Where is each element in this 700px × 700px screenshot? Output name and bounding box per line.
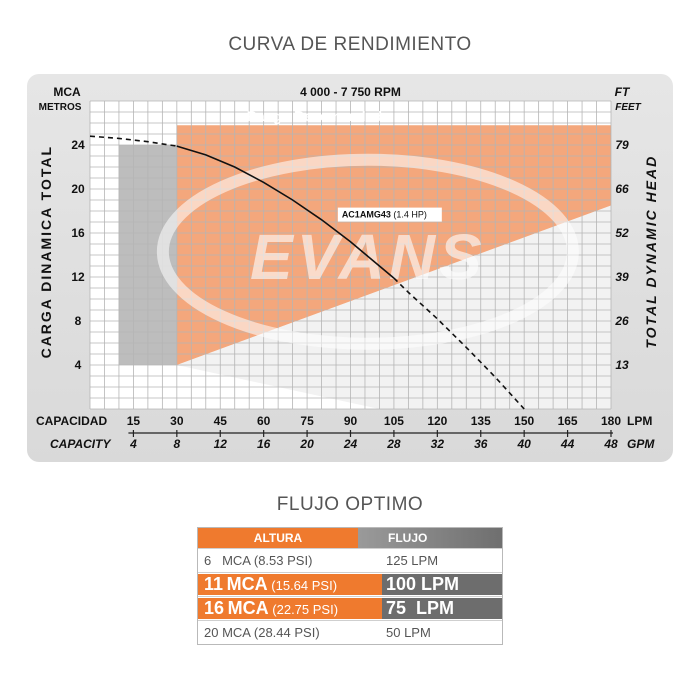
x-unit-lpm: LPM <box>627 414 652 428</box>
y-axis-title-right: TOTAL DYNAMIC HEAD <box>643 155 659 349</box>
curve-dashed-right <box>393 277 525 410</box>
x-tick-lpm: 15 <box>127 414 141 428</box>
y-tick-left: 12 <box>71 270 85 284</box>
watermark-logo: EVANS <box>250 221 486 293</box>
table-row: 20 MCA (28.44 PSI) 50 LPM <box>198 620 502 644</box>
x-tick-gpm: 20 <box>299 437 314 451</box>
x-tick-gpm: 32 <box>431 437 445 451</box>
x-tick-gpm: 8 <box>173 437 180 451</box>
row-altura: 16 MCA (22.75 PSI) <box>198 598 382 619</box>
y-tick-right: 26 <box>614 314 629 328</box>
y-tick-right: 66 <box>615 182 629 196</box>
x-tick-lpm: 105 <box>384 414 404 428</box>
x-tick-gpm: 36 <box>474 437 488 451</box>
x-axis-title-lpm: CAPACIDAD <box>36 414 107 428</box>
row-flujo: 100 LPM <box>382 574 502 595</box>
y-tick-left: 8 <box>75 314 82 328</box>
table-row: 6 MCA (8.53 PSI) 125 LPM <box>198 548 502 572</box>
x-tick-gpm: 28 <box>386 437 401 451</box>
x-tick-gpm: 44 <box>560 437 575 451</box>
x-tick-gpm: 16 <box>257 437 271 451</box>
table-header: ALTURA FLUJO <box>198 528 502 548</box>
y-tick-left: 24 <box>71 138 85 152</box>
x-tick-lpm: 165 <box>558 414 578 428</box>
x-axis-title-gpm: CAPACITY <box>50 437 111 451</box>
y-axis-title-left: CARGA DINAMICA TOTAL <box>38 145 54 358</box>
header-flujo: FLUJO <box>358 528 502 548</box>
y-tick-left: 16 <box>71 226 85 240</box>
x-tick-lpm: 75 <box>300 414 314 428</box>
watermark-ellipse <box>156 153 579 350</box>
right-unit-sub-label: FEET <box>615 102 641 113</box>
x-tick-lpm: 90 <box>344 414 358 428</box>
row-altura: 11 MCA (15.64 PSI) <box>198 574 382 595</box>
y-tick-right: 52 <box>615 226 629 240</box>
x-tick-gpm: 12 <box>214 437 228 451</box>
x-tick-lpm: 45 <box>214 414 228 428</box>
y-tick-left: 20 <box>71 182 85 196</box>
y-tick-left: 4 <box>75 358 82 372</box>
series-label: AC1AMG43 (1.4 HP) <box>342 210 427 220</box>
x-tick-lpm: 30 <box>170 414 184 428</box>
performance-chart: EVANS AC1AMG43 (1.4 HP) Rango Recomendad… <box>27 74 673 462</box>
x-tick-gpm: 40 <box>516 437 531 451</box>
left-unit-label: MCA <box>53 85 81 99</box>
x-tick-lpm: 120 <box>427 414 447 428</box>
x-unit-gpm: GPM <box>627 437 655 451</box>
row-flujo: 125 LPM <box>386 553 439 568</box>
x-tick-lpm: 135 <box>471 414 491 428</box>
x-tick-gpm: 24 <box>343 437 358 451</box>
row-altura: 20 MCA (28.44 PSI) <box>204 625 320 640</box>
left-unit-sub-label: METROS <box>39 102 82 113</box>
y-tick-right: 13 <box>615 358 629 372</box>
curve-solid <box>176 145 395 279</box>
right-unit-label: FT <box>615 85 631 99</box>
rpm-label: 4 000 - 7 750 RPM <box>300 85 401 99</box>
series-label-box <box>337 207 442 222</box>
row-flujo: 50 LPM <box>386 625 431 640</box>
x-tick-gpm: 4 <box>129 437 137 451</box>
curve-dashed-left <box>89 135 177 147</box>
row-flujo: 75 LPM <box>382 598 502 619</box>
flow-table: ALTURA FLUJO 6 MCA (8.53 PSI) 125 LPM 11… <box>197 527 503 645</box>
x-tick-lpm: 150 <box>514 414 534 428</box>
table-row: 16 MCA (22.75 PSI) 75 LPM <box>198 596 502 620</box>
row-altura: 6 MCA (8.53 PSI) <box>204 553 313 568</box>
recommended-range-label: Rango Recomendado <box>247 108 391 124</box>
table-title: FLUJO OPTIMO <box>276 494 424 515</box>
table-row: 11 MCA (15.64 PSI) 100 LPM <box>198 572 502 596</box>
x-tick-gpm: 48 <box>603 437 618 451</box>
chart-title: CURVA DE RENDIMIENTO <box>228 34 472 55</box>
y-tick-right: 79 <box>615 138 629 152</box>
x-tick-lpm: 180 <box>601 414 621 428</box>
y-tick-right: 39 <box>615 270 629 284</box>
x-tick-lpm: 60 <box>257 414 271 428</box>
header-altura: ALTURA <box>198 528 358 548</box>
